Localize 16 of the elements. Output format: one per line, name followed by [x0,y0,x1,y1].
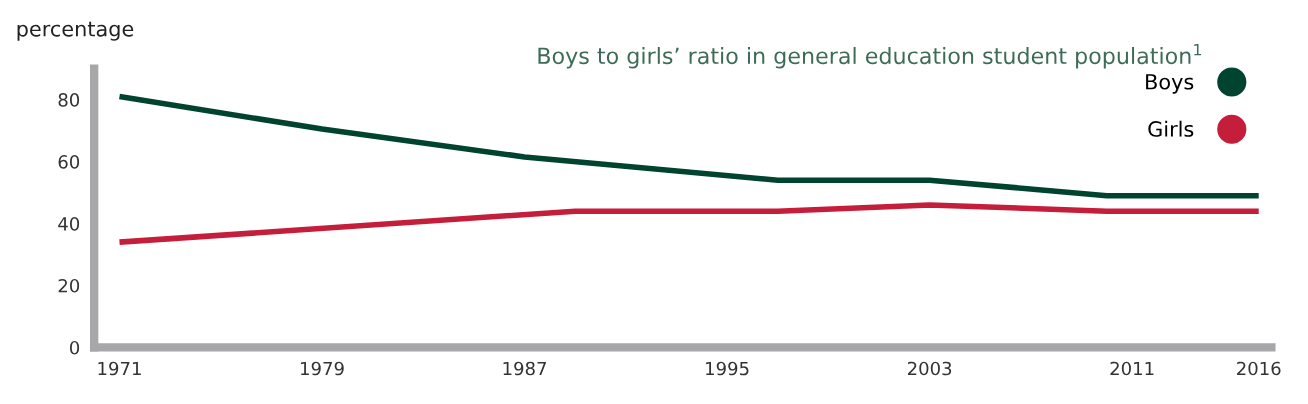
x-tick-label: 1987 [503,361,546,376]
x-tick-label: 1995 [706,361,749,376]
x-tick-label: 2016 [1237,361,1281,376]
y-tick-label: 80 [58,93,80,107]
chart-title: Boys to girls’ ratio in general education student population$^{1}$ [538,44,1201,69]
x-tick-label: 2011 [1110,361,1154,376]
y-tick-label: 60 [58,155,80,169]
legend-label: Girls [1148,120,1194,137]
x-tick-label: 2003 [907,361,952,376]
x-tick-label: 1971 [98,361,141,376]
legend-label: Boys [1146,74,1194,94]
y-tick-label: 40 [58,217,80,231]
y-tick-label: 0 [69,340,80,355]
x-tick-label: 1979 [301,361,344,376]
y-axis-title: percentage [17,21,134,41]
y-tick-label: 20 [58,278,80,293]
